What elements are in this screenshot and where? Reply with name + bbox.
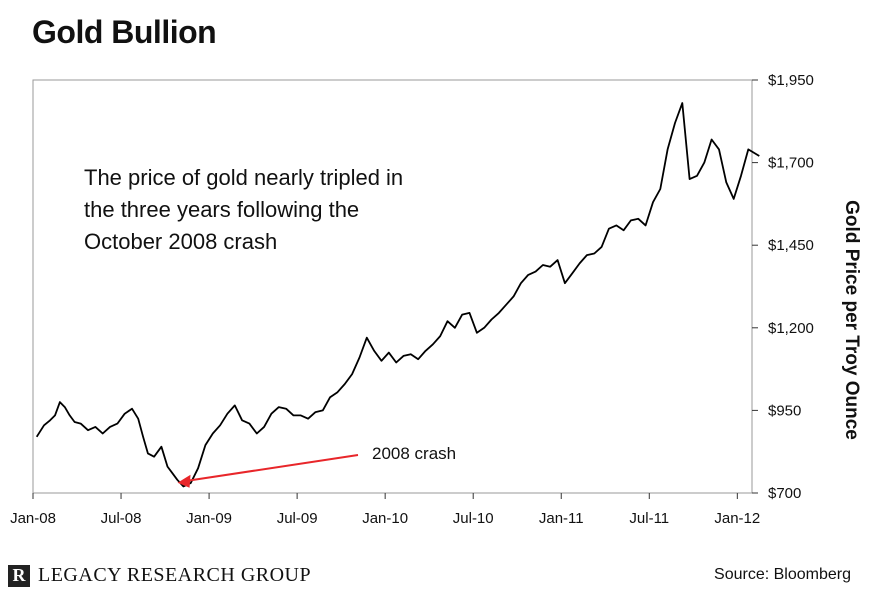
x-tick-label-6: Jan-11 [539, 510, 584, 527]
chart-annotation: The price of gold nearly tripled in the … [84, 162, 444, 258]
x-tick-label-4: Jan-10 [362, 510, 408, 527]
y-tick-label-0: $700 [768, 485, 801, 502]
y-tick-label-3: $1,450 [768, 237, 814, 254]
y-tick-label-1: $950 [768, 402, 801, 419]
crash-annotation-label: 2008 crash [372, 444, 456, 463]
gold-price-line [35, 102, 760, 488]
annotation-line-2: the three years following the [84, 197, 360, 222]
y-tick-label-5: $1,950 [768, 72, 814, 89]
logo-mark-icon: R [8, 564, 30, 587]
x-tick-label-5: Jul-10 [453, 510, 494, 527]
y-tick-label-2: $1,200 [768, 320, 814, 337]
x-tick-label-1: Jul-08 [101, 510, 142, 527]
x-tick-label-7: Jul-11 [629, 510, 669, 527]
x-tick-label-3: Jul-09 [277, 510, 318, 527]
x-tick-label-2: Jan-09 [186, 510, 232, 527]
source-note: Source: Bloomberg [714, 566, 851, 583]
chart-title: Gold Bullion [32, 14, 217, 50]
y-tick-label-4: $1,700 [768, 155, 814, 172]
plot-frame [32, 79, 753, 494]
legacy-logo: R LEGACY RESEARCH GROUP [8, 564, 311, 587]
annotation-line-1: The price of gold nearly tripled in [84, 165, 404, 190]
crash-arrow-line [187, 454, 359, 482]
y-axis-label: Gold Price per Troy Ounce [841, 200, 862, 440]
y-axis-label-container: Gold Price per Troy Ounce [836, 195, 866, 445]
annotation-line-3: October 2008 crash [84, 229, 278, 254]
crash-arrowhead-icon [177, 474, 191, 488]
logo-text: LEGACY RESEARCH GROUP [38, 564, 312, 586]
x-tick-label-8: Jan-12 [714, 510, 760, 527]
x-tick-label-0: Jan-08 [10, 510, 56, 527]
